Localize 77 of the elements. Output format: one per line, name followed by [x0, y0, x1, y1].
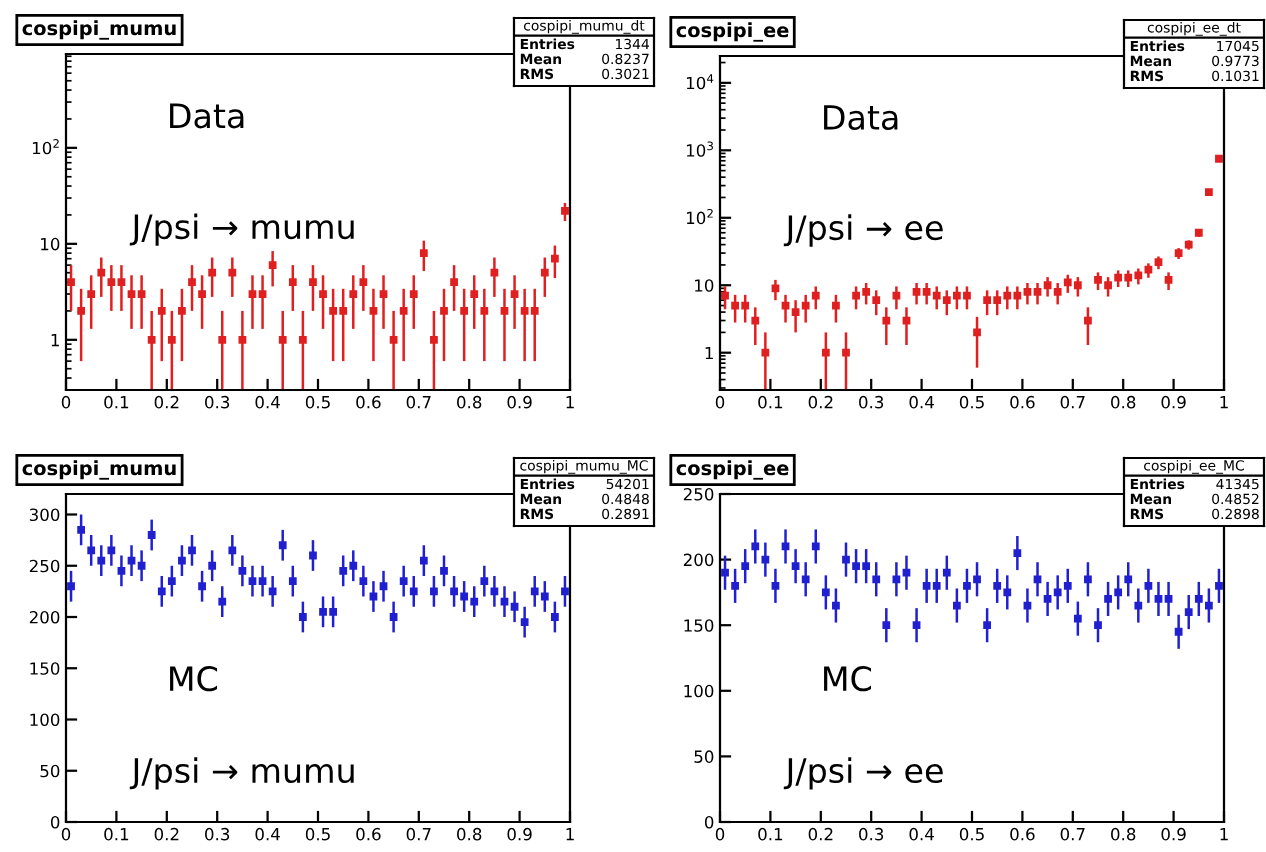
- x-tick-label: 0: [61, 827, 71, 841]
- x-tick-label: 1: [1220, 396, 1228, 409]
- y-tick-label: 10$^{2}$: [32, 139, 59, 155]
- y-tick-label: 1: [705, 346, 713, 360]
- x-tick-label: 0.9: [1161, 827, 1186, 841]
- x-tick-label: 0.1: [104, 827, 129, 841]
- x-tick-label: 0.3: [205, 395, 230, 409]
- annotation: J/psi → ee: [783, 214, 943, 247]
- y-tick-label: 200: [683, 553, 714, 567]
- x-tick-label: 0.4: [909, 827, 934, 841]
- x-tick-label: 1: [1220, 828, 1228, 841]
- y-tick-label: 10: [695, 279, 714, 292]
- x-tick-label: 0.5: [305, 827, 330, 841]
- x-tick-label: 0.2: [808, 827, 833, 841]
- x-tick-label: 0.7: [406, 395, 431, 409]
- annotation: MC: [824, 666, 872, 692]
- chart-title: cospipi_mumu: [22, 20, 176, 40]
- x-tick-label: 1: [566, 396, 574, 409]
- y-tick-label: 10: [41, 237, 60, 251]
- annotation: J/psi → mumu: [129, 757, 354, 790]
- y-tick-label: 0: [704, 815, 714, 829]
- x-tick-label: 0.8: [1111, 395, 1136, 409]
- y-tick-label: 250: [29, 559, 60, 573]
- y-tick-label: 50: [40, 764, 60, 778]
- y-tick-label: 100: [30, 713, 60, 727]
- x-tick-label: 0.1: [104, 395, 129, 409]
- x-tick-label: 0.5: [959, 827, 984, 841]
- x-tick-label: 0.7: [1060, 395, 1085, 409]
- chart-title: cospipi_ee: [676, 460, 789, 480]
- x-tick-label: 0.1: [758, 827, 783, 841]
- y-tick-label: 50: [694, 750, 714, 763]
- x-tick-label: 0.9: [507, 395, 532, 409]
- x-tick-label: 0.5: [959, 395, 984, 409]
- y-tick-label: 150: [30, 662, 60, 675]
- chart-title: cospipi_mumu: [22, 460, 176, 480]
- x-tick-label: 0.7: [406, 827, 431, 841]
- x-tick-label: 0.8: [457, 827, 482, 841]
- x-tick-label: 0.4: [909, 395, 934, 409]
- annotation: MC: [170, 666, 218, 692]
- x-tick-label: 0.6: [1010, 827, 1035, 841]
- y-tick-label: 10$^{2}$: [686, 208, 713, 225]
- x-tick-label: 0.6: [1010, 395, 1035, 409]
- x-tick-label: 0: [715, 395, 725, 409]
- annotation: J/psi → mumu: [129, 213, 354, 246]
- x-tick-label: 0.4: [255, 395, 280, 409]
- x-tick-label: 1: [566, 828, 574, 841]
- x-tick-label: 0.2: [808, 395, 833, 409]
- x-tick-label: 0.6: [356, 827, 381, 841]
- x-tick-label: 0: [61, 395, 71, 409]
- x-tick-label: 0.6: [356, 395, 381, 409]
- x-tick-label: 0.4: [255, 827, 280, 841]
- y-tick-label: 300: [29, 508, 60, 522]
- y-tick-label: 10$^{4}$: [686, 74, 714, 90]
- annotation: J/psi → ee: [783, 757, 943, 790]
- y-tick-label: 0: [50, 815, 60, 829]
- y-tick-label: 250: [683, 487, 714, 501]
- x-tick-label: 0.2: [154, 395, 179, 409]
- y-tick-label: 200: [29, 610, 60, 624]
- y-tick-label: 150: [684, 619, 714, 632]
- x-tick-label: 0.1: [758, 395, 783, 409]
- y-tick-label: 100: [684, 684, 714, 698]
- x-tick-label: 0.5: [305, 395, 330, 409]
- x-tick-label: 0.9: [1161, 395, 1186, 409]
- x-tick-label: 0: [715, 827, 725, 841]
- y-tick-label: 10$^{3}$: [686, 141, 713, 157]
- annotation: Data: [170, 103, 244, 129]
- x-tick-label: 0.8: [457, 395, 482, 409]
- annotation: Data: [824, 105, 898, 130]
- x-tick-label: 0.3: [859, 395, 884, 409]
- x-tick-label: 0.9: [507, 827, 532, 841]
- x-tick-label: 0.7: [1060, 827, 1085, 841]
- y-tick-label: 1: [51, 333, 59, 347]
- x-tick-label: 0.3: [205, 827, 230, 841]
- x-tick-label: 0.2: [154, 827, 179, 841]
- x-tick-label: 0.8: [1111, 827, 1136, 841]
- x-tick-label: 0.3: [859, 827, 884, 841]
- chart-title: cospipi_ee: [676, 22, 789, 42]
